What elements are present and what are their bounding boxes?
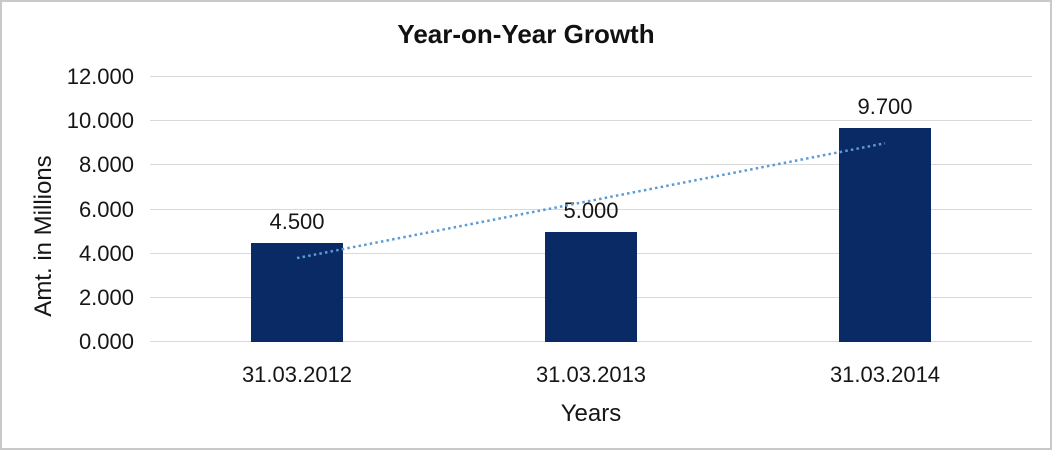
y-tick-label: 4.000 [78,240,134,266]
bar-data-label: 9.700 [857,93,913,119]
y-tick-label: 6.000 [78,196,134,222]
y-tick-label: 0.000 [78,329,134,354]
x-axis-title: Years [560,400,622,427]
y-tick-label: 8.000 [78,152,134,178]
bar [839,127,931,342]
x-tick-label: 31.03.2012 [241,362,353,387]
bar [251,242,343,342]
gridline [150,76,1032,77]
y-tick-label: 12.000 [66,64,134,89]
x-tick-label: 31.03.2013 [535,362,647,387]
bar [545,231,637,342]
y-tick-label: 2.000 [78,284,134,310]
y-tick-label: 10.000 [66,108,134,134]
bar-data-label: 5.000 [563,197,619,223]
gridline [150,120,1032,122]
bar-data-label: 4.500 [269,208,325,234]
chart-title: Year-on-Year Growth [397,19,655,49]
x-tick-label: 31.03.2014 [829,362,941,387]
